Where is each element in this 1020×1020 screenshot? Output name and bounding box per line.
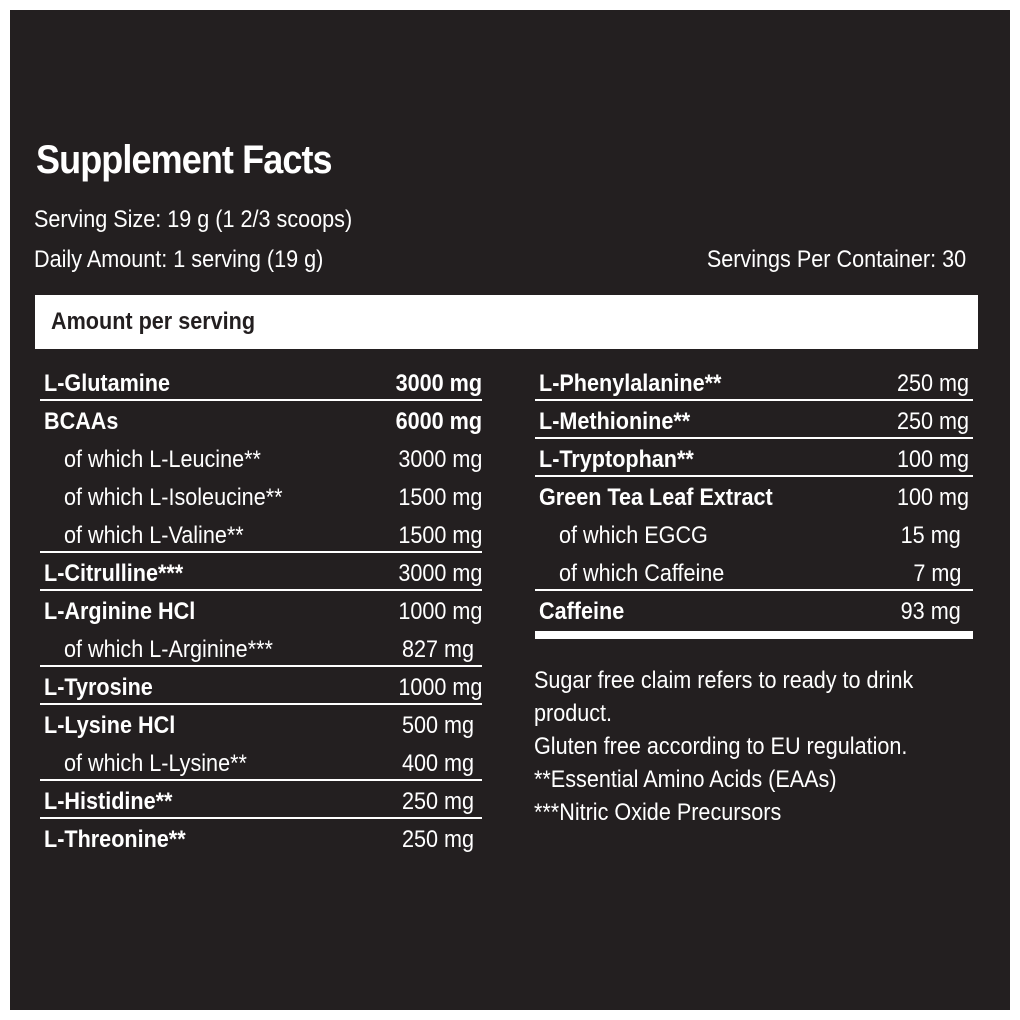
nutrient-name: L-Tryptophan** <box>539 446 694 473</box>
footnote-line: **Essential Amino Acids (EAAs) <box>534 766 837 793</box>
servings-per-container: Servings Per Container: 30 <box>706 246 966 273</box>
nutrient-row: L-Arginine HCl 1000 mg <box>40 591 482 629</box>
nutrient-amount: 1500 mg <box>397 522 482 549</box>
nutrient-name: L-Tyrosine <box>44 674 153 701</box>
thick-divider <box>535 631 973 639</box>
nutrient-name: L-Phenylalanine** <box>539 370 722 397</box>
nutrient-name: L-Citrulline*** <box>44 560 184 587</box>
nutrient-row: of which Caffeine 7 mg <box>535 553 973 591</box>
nutrient-amount: 100 mg <box>896 446 969 473</box>
nutrient-name: BCAAs <box>44 408 119 435</box>
nutrient-name: of which Caffeine <box>559 560 725 587</box>
nutrient-name: L-Methionine** <box>539 408 691 435</box>
nutrient-row: L-Histidine** 250 mg <box>40 781 482 819</box>
nutrient-name: L-Glutamine <box>44 370 171 397</box>
nutrient-row: of which L-Valine** 1500 mg <box>40 515 482 553</box>
daily-amount: Daily Amount: 1 serving (19 g) <box>34 246 324 273</box>
nutrient-name: of which EGCG <box>559 522 708 549</box>
nutrient-row: L-Tryptophan** 100 mg <box>535 439 973 477</box>
nutrient-name: L-Arginine HCl <box>44 598 196 625</box>
nutrient-row: of which L-Leucine** 3000 mg <box>40 439 482 477</box>
nutrient-row: of which L-Isoleucine** 1500 mg <box>40 477 482 515</box>
amount-per-serving-label: Amount per serving <box>51 308 256 335</box>
nutrient-amount: 400 mg <box>401 750 474 777</box>
nutrient-amount: 1000 mg <box>397 598 482 625</box>
nutrient-row: L-Tyrosine 1000 mg <box>40 667 482 705</box>
nutrient-name: of which L-Lysine** <box>64 750 247 777</box>
footnote-line: product. <box>534 700 613 727</box>
nutrient-name: of which L-Isoleucine** <box>64 484 283 511</box>
nutrient-row: L-Lysine HCl 500 mg <box>40 705 482 743</box>
nutrient-amount: 1000 mg <box>397 674 482 701</box>
nutrient-amount: 250 mg <box>401 788 474 815</box>
nutrient-name: Green Tea Leaf Extract <box>539 484 773 511</box>
amount-per-serving-header: Amount per serving <box>35 295 978 349</box>
nutrient-name: of which L-Leucine** <box>64 446 261 473</box>
nutrient-table-left: L-Glutamine 3000 mg BCAAs 6000 mg of whi… <box>40 363 482 857</box>
nutrient-name: L-Lysine HCl <box>44 712 176 739</box>
nutrient-amount: 93 mg <box>900 598 961 625</box>
nutrient-row: Caffeine 93 mg <box>535 591 973 629</box>
nutrient-amount: 100 mg <box>896 484 969 511</box>
nutrient-row: L-Methionine** 250 mg <box>535 401 973 439</box>
nutrient-row: of which EGCG 15 mg <box>535 515 973 553</box>
serving-size: Serving Size: 19 g (1 2/3 scoops) <box>34 206 353 233</box>
nutrient-amount: 3000 mg <box>395 370 482 397</box>
nutrient-row: BCAAs 6000 mg <box>40 401 482 439</box>
nutrient-row: of which L-Arginine*** 827 mg <box>40 629 482 667</box>
nutrient-row: Green Tea Leaf Extract 100 mg <box>535 477 973 515</box>
footnote-line: Sugar free claim refers to ready to drin… <box>534 667 914 694</box>
supplement-facts-panel: Supplement Facts Serving Size: 19 g (1 2… <box>10 10 1010 1010</box>
nutrient-row: L-Threonine** 250 mg <box>40 819 482 857</box>
nutrient-row: L-Glutamine 3000 mg <box>40 363 482 401</box>
footnote-line: Gluten free according to EU regulation. <box>534 733 908 760</box>
nutrient-row: L-Citrulline*** 3000 mg <box>40 553 482 591</box>
footnote-line: ***Nitric Oxide Precursors <box>534 799 782 826</box>
nutrient-amount: 15 mg <box>900 522 961 549</box>
nutrient-name: L-Threonine** <box>44 826 186 853</box>
nutrient-name: Caffeine <box>539 598 625 625</box>
nutrient-amount: 6000 mg <box>395 408 482 435</box>
nutrient-amount: 3000 mg <box>397 446 482 473</box>
nutrient-amount: 250 mg <box>401 826 474 853</box>
nutrient-amount: 1500 mg <box>397 484 482 511</box>
nutrient-amount: 3000 mg <box>397 560 482 587</box>
nutrient-row: L-Phenylalanine** 250 mg <box>535 363 973 401</box>
nutrient-name: L-Histidine** <box>44 788 173 815</box>
nutrient-amount: 500 mg <box>401 712 474 739</box>
nutrient-amount: 7 mg <box>912 560 961 587</box>
nutrient-table-right: L-Phenylalanine** 250 mg L-Methionine** … <box>535 363 973 639</box>
nutrient-name: of which L-Valine** <box>64 522 244 549</box>
nutrient-name: of which L-Arginine*** <box>64 636 273 663</box>
nutrient-amount: 250 mg <box>896 408 969 435</box>
footnotes: Sugar free claim refers to ready to drin… <box>534 664 930 829</box>
nutrient-amount: 250 mg <box>896 370 969 397</box>
nutrient-row: of which L-Lysine** 400 mg <box>40 743 482 781</box>
panel-title: Supplement Facts <box>36 138 333 182</box>
nutrient-amount: 827 mg <box>401 636 474 663</box>
